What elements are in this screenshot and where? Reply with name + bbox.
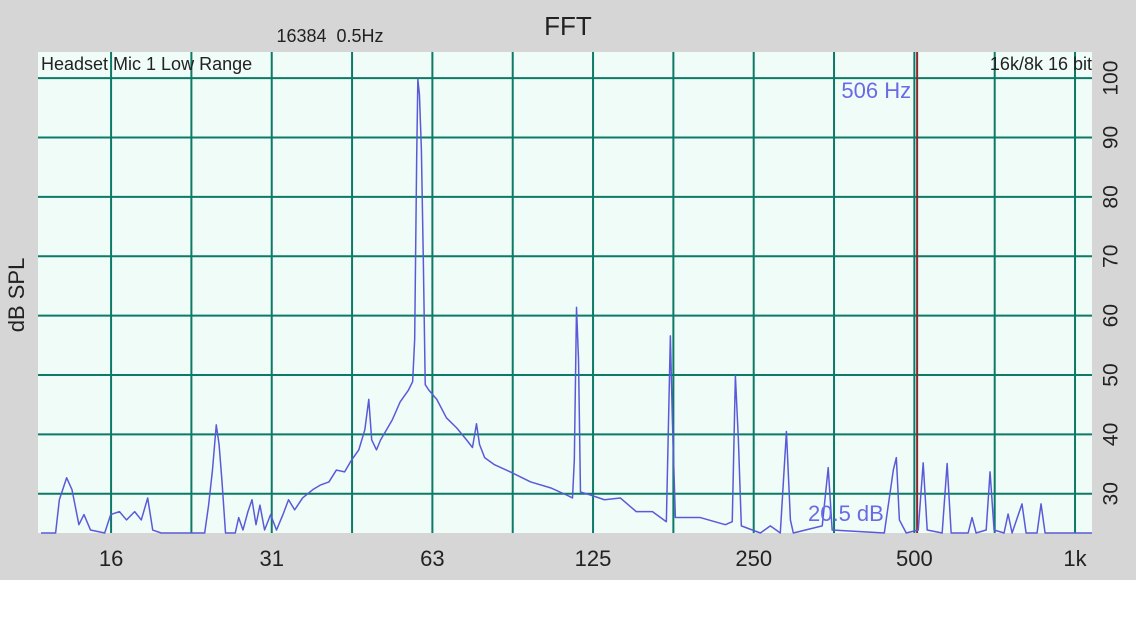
y-tick-label: 60 xyxy=(1100,304,1123,327)
y-tick-label: 100 xyxy=(1100,61,1123,96)
y-tick-label: 70 xyxy=(1100,245,1123,268)
source-label: Headset Mic 1 Low Range xyxy=(41,54,252,74)
y-tick-label: 30 xyxy=(1100,482,1123,505)
x-tick-label: 16 xyxy=(99,546,123,571)
labels: FFT 16384 0.5Hz Headset Mic 1 Low Range … xyxy=(4,11,1123,571)
x-tick-label: 500 xyxy=(896,546,933,571)
plot-area xyxy=(38,52,1092,533)
chart-title: FFT xyxy=(544,11,592,41)
marks xyxy=(41,52,1092,534)
x-tick-label: 125 xyxy=(575,546,612,571)
x-tick-label: 31 xyxy=(259,546,283,571)
y-tick-label: 40 xyxy=(1100,423,1123,446)
spectrum-line xyxy=(41,78,1092,534)
chart-subtitle: 16384 0.5Hz xyxy=(276,26,383,46)
format-label: 16k/8k 16 bit xyxy=(990,54,1092,74)
x-tick-label: 250 xyxy=(735,546,772,571)
y-tick-label: 50 xyxy=(1100,363,1123,386)
x-tick-label: 1k xyxy=(1063,546,1087,571)
level-readout: 20.5 dB xyxy=(808,501,884,526)
y-tick-label: 80 xyxy=(1100,185,1123,208)
grid xyxy=(38,52,1092,533)
y-tick-label: 90 xyxy=(1100,126,1123,149)
x-tick-label: 63 xyxy=(420,546,444,571)
cursor-label: 506 Hz xyxy=(841,78,911,103)
y-axis-label: dB SPL xyxy=(4,258,29,333)
